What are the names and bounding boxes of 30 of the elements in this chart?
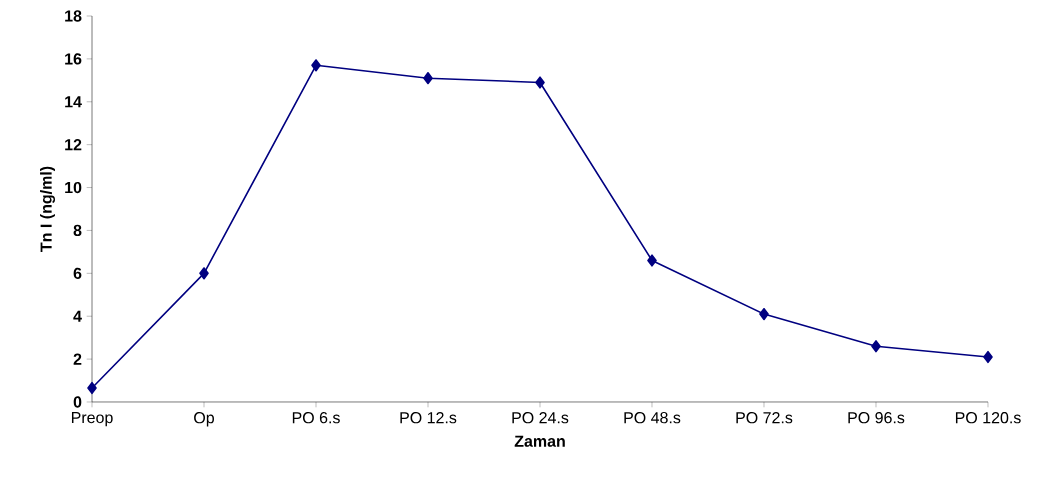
y-tick-label: 18 (65, 10, 82, 22)
x-tick-label: PO 120.s (955, 412, 1021, 424)
x-tick-label: PO 72.s (736, 412, 793, 424)
x-tick-label: PO 12.s (400, 412, 457, 424)
point (759, 307, 769, 321)
x-tick-label: PO 48.s (624, 412, 681, 424)
point (535, 76, 545, 89)
y-tick-label: 16 (65, 53, 82, 65)
point (423, 72, 433, 85)
point (311, 59, 321, 72)
x-tick-label: Op (194, 412, 214, 427)
point (647, 254, 657, 267)
y-tick-label: 12 (65, 139, 82, 151)
point (871, 340, 881, 353)
y-tick-label: 8 (73, 224, 82, 237)
x-axis-title: Zaman (514, 435, 565, 447)
y-tick-label: 2 (73, 353, 82, 365)
point (983, 350, 993, 364)
y-tick-label: 14 (65, 96, 82, 108)
y-tick-label: 0 (73, 396, 82, 408)
x-tick-label: PO 96.s (848, 412, 905, 424)
y-axis-title: Tn I (ng/ml) (40, 166, 56, 252)
y-tick-label: 6 (73, 267, 82, 279)
x-tick-label: PO 6.s (292, 412, 340, 424)
x-tick-label: Preop (71, 412, 113, 427)
y-tick-label: 10 (65, 181, 82, 194)
y-tick-label: 4 (73, 310, 82, 322)
x-tick-label: PO 24.s (512, 412, 569, 424)
point (199, 267, 209, 280)
point (87, 381, 97, 395)
